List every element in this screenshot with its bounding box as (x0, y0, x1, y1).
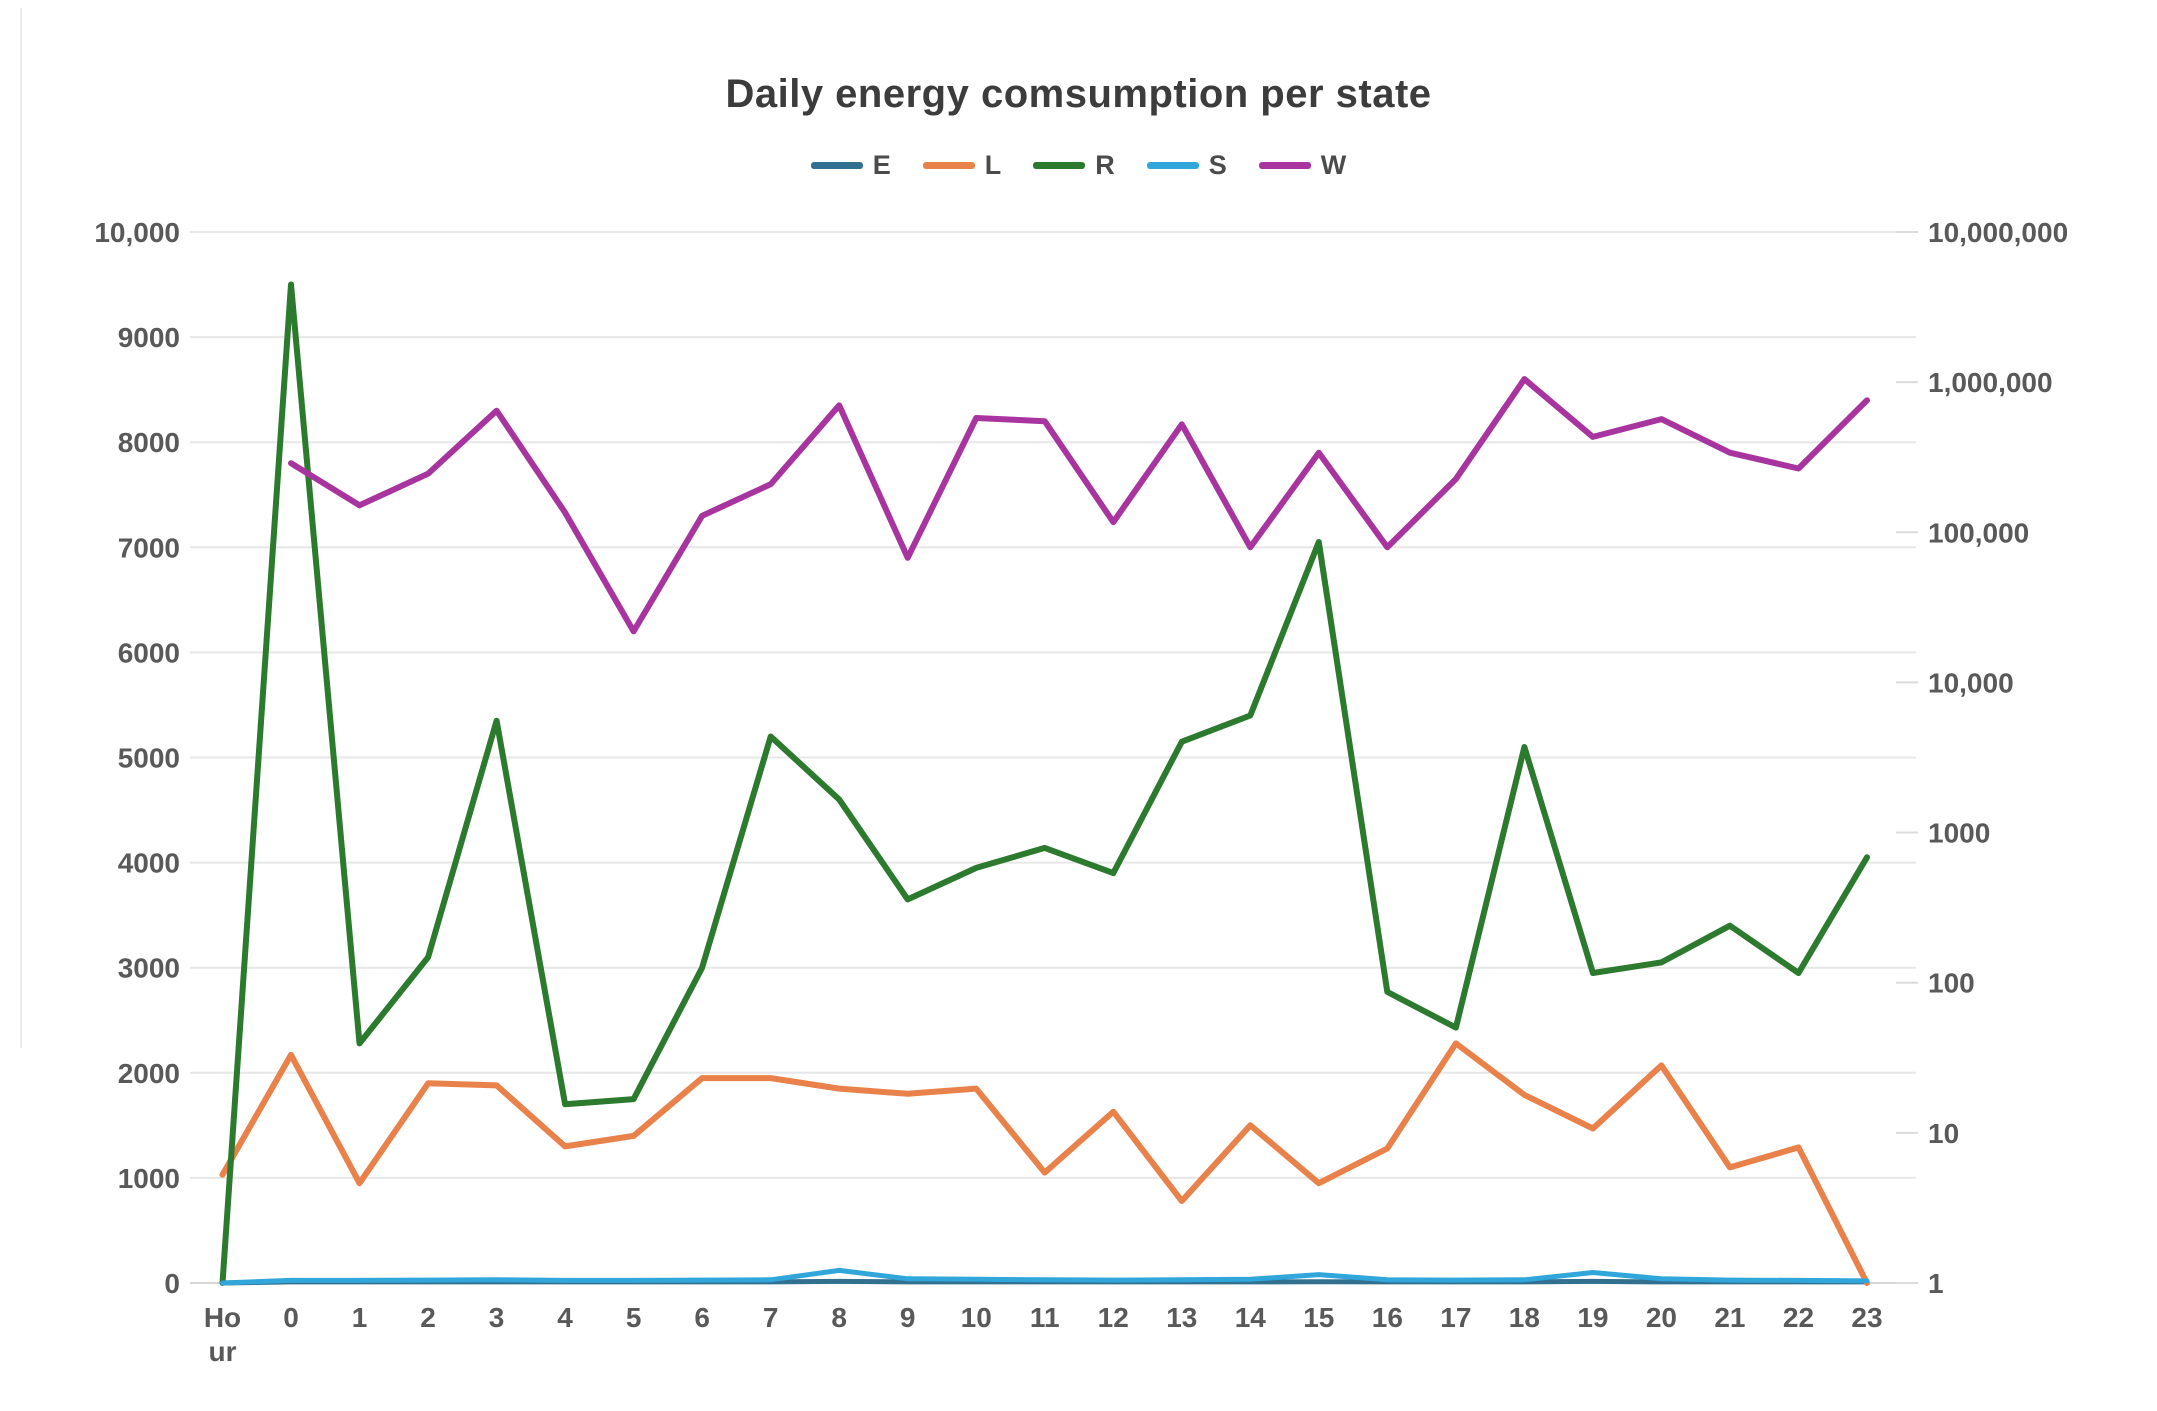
legend-item-E: E (810, 150, 891, 181)
y-left-tick-label: 6000 (118, 637, 180, 668)
legend-swatch-W (1258, 162, 1311, 169)
y-left-tick-label: 4000 (118, 848, 180, 879)
x-tick-label: 5 (626, 1302, 642, 1333)
legend-item-S: S (1146, 150, 1227, 181)
x-tick-label: 20 (1646, 1302, 1677, 1333)
chart-title: Daily energy comsumption per state (725, 72, 1432, 116)
y-right-tick-label: 10,000,000 (1928, 217, 2068, 248)
y-left-tick-label: 3000 (118, 953, 180, 984)
legend-label: W (1320, 150, 1347, 180)
series-line-L (219, 1040, 1870, 1286)
y-left-tick-label: 8000 (118, 427, 180, 458)
legend-label: S (1208, 150, 1227, 180)
x-tick-label: 4 (557, 1302, 573, 1333)
series-line-R (219, 281, 1870, 1286)
x-tick-label: 1 (352, 1302, 368, 1333)
x-tick-label: 11 (1030, 1302, 1060, 1333)
legend-item-L: L (922, 150, 1002, 181)
legend-swatch-E (810, 162, 863, 169)
y-right-tick-label: 10,000 (1928, 667, 2014, 698)
x-tick-label: 9 (900, 1302, 916, 1333)
y-left-tick-label: 7000 (118, 532, 180, 563)
y-right-tick-label: 10 (1928, 1118, 1959, 1149)
y-left-tick-label: 1000 (118, 1163, 180, 1194)
legend-item-W: W (1258, 150, 1347, 181)
series-line-S (220, 1267, 1870, 1286)
legend-label: E (872, 150, 891, 180)
legend-label: L (984, 150, 1002, 180)
legend-swatch-R (1033, 162, 1086, 169)
x-tick-label: 21 (1714, 1302, 1745, 1333)
legend-item-R: R (1033, 150, 1115, 181)
y-left-tick-label: 0 (164, 1268, 180, 1299)
x-tick-label: 7 (763, 1302, 779, 1333)
legend-swatch-L (922, 162, 975, 169)
legend-swatch-S (1146, 162, 1199, 169)
y-right-tick-label: 1000 (1928, 818, 1990, 849)
x-tick-label: 10 (961, 1302, 992, 1333)
y-left-tick-label: 2000 (118, 1058, 180, 1089)
legend-label: R (1095, 150, 1115, 180)
y-right-tick-label: 1,000,000 (1928, 367, 2053, 398)
x-tick-label: Ho ur (204, 1302, 241, 1367)
x-tick-label: 8 (831, 1302, 847, 1333)
x-tick-label: 15 (1303, 1302, 1334, 1333)
y-left-tick-label: 9000 (118, 322, 180, 353)
x-tick-label: 19 (1577, 1302, 1608, 1333)
y-right-tick-label: 100,000 (1928, 517, 2029, 548)
x-tick-label: 12 (1098, 1302, 1129, 1333)
series-line-W (288, 376, 1870, 635)
x-tick-label: 18 (1509, 1302, 1540, 1333)
x-tick-label: 13 (1166, 1302, 1197, 1333)
y-right-tick-label: 1 (1928, 1268, 1944, 1299)
x-tick-label: 23 (1851, 1302, 1882, 1333)
x-tick-label: 2 (420, 1302, 436, 1333)
y-right-tick-label: 100 (1928, 968, 1975, 999)
y-left-tick-label: 10,000 (94, 217, 180, 248)
window-edge-line (20, 8, 22, 1048)
x-tick-label: 14 (1235, 1302, 1267, 1333)
x-tick-label: 22 (1783, 1302, 1814, 1333)
x-tick-label: 6 (694, 1302, 710, 1333)
x-tick-label: 16 (1372, 1302, 1403, 1333)
y-left-tick-label: 5000 (118, 743, 180, 774)
x-tick-label: 3 (489, 1302, 505, 1333)
x-tick-label: 0 (283, 1302, 299, 1333)
x-tick-label: 17 (1440, 1302, 1471, 1333)
